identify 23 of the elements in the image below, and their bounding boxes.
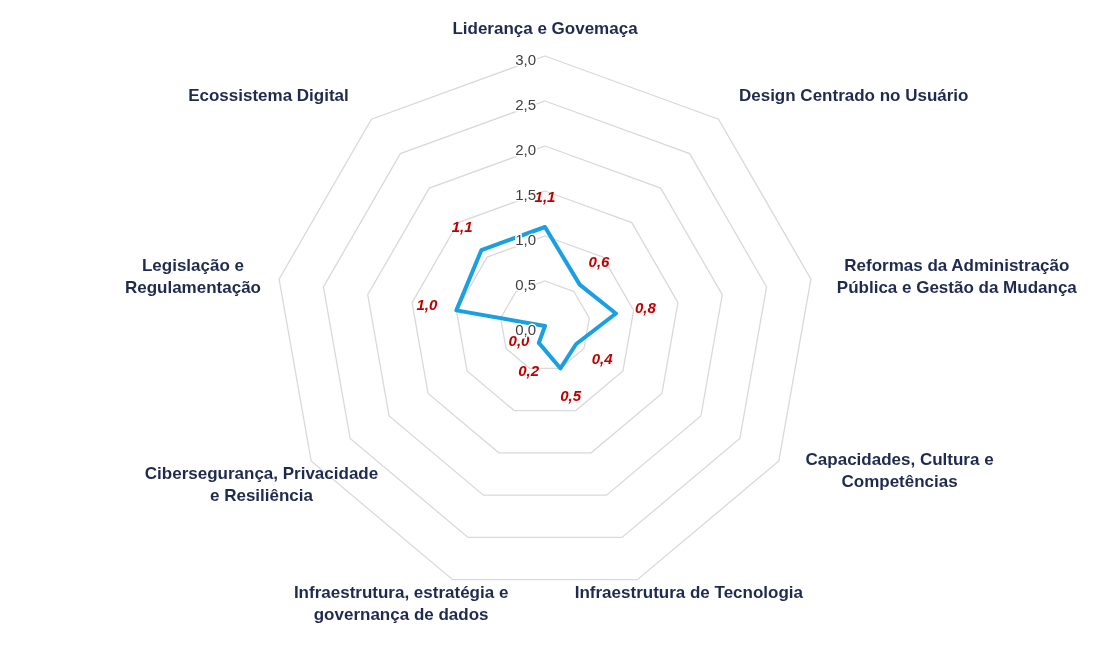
data-label: 0,5 xyxy=(560,387,582,405)
data-label: 1,1 xyxy=(534,188,556,205)
spoke-label: Infraestrutura, estratégia e governança de dados xyxy=(293,582,509,624)
spoke-label: Ecossistema Digital xyxy=(188,86,349,106)
y-tick-label: 1,0 xyxy=(515,231,536,248)
y-tick-label: 2,5 xyxy=(515,96,536,113)
spoke-label: Liderança e Govemaça xyxy=(452,19,639,38)
data-label: 1,1 xyxy=(451,218,473,236)
data-label: 0,2 xyxy=(518,362,540,380)
data-label: 0,6 xyxy=(588,252,611,270)
data-label: 0,4 xyxy=(591,350,614,367)
spoke-label: Infraestrutura de Tecnologia xyxy=(574,582,804,602)
spoke-label: Capacidades, Cultura e Competências xyxy=(805,450,994,491)
data-label: 0,8 xyxy=(635,299,657,317)
data-label: 1,0 xyxy=(416,296,438,314)
y-tick-label: 3,0 xyxy=(515,51,536,68)
spoke-label: Reformas da Administração Pública e Gestão da Mudança xyxy=(836,255,1078,297)
spoke-label: Cibersegurança, Privacidade e Resiliência xyxy=(144,464,379,505)
spoke-label: Design Centrado no Usuário xyxy=(738,86,969,106)
y-tick-label: 2,0 xyxy=(515,141,536,158)
y-tick-label: 0,5 xyxy=(515,276,536,293)
y-tick-label: 1,5 xyxy=(515,186,536,203)
spoke-label: Legislação e Regulamentação xyxy=(124,255,261,297)
